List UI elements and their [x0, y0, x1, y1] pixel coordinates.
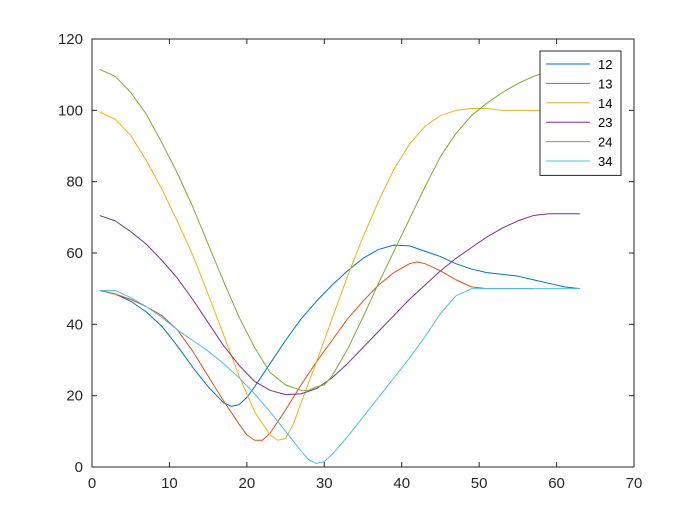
- y-tick-label: 100: [58, 102, 83, 119]
- series-line-23: [99, 213, 580, 396]
- x-tick-label: 60: [548, 475, 565, 492]
- series-line-13: [99, 261, 534, 441]
- x-tick-label: 40: [393, 475, 410, 492]
- series-layer: [99, 68, 580, 464]
- x-tick-label: 0: [88, 475, 96, 492]
- y-tick-label: 40: [66, 316, 83, 333]
- x-tick-label: 70: [626, 475, 643, 492]
- y-tick-label: 0: [75, 459, 83, 476]
- legend-label-14: 14: [598, 96, 612, 111]
- legend-label-24: 24: [598, 135, 612, 150]
- tick-layer: 0 10 20 30 40 50 60 70 0 20 40 60 80 100 120: [58, 31, 642, 492]
- legend-label-13: 13: [598, 76, 612, 91]
- y-tick-label: 80: [66, 174, 83, 191]
- x-tick-label: 20: [239, 475, 256, 492]
- x-tick-label: 50: [471, 475, 488, 492]
- legend-label-23: 23: [598, 115, 612, 130]
- legend-label-12: 12: [598, 57, 612, 72]
- y-tick-label: 120: [58, 31, 83, 48]
- series-line-34: [99, 288, 580, 464]
- legend-box: [539, 50, 622, 176]
- legend-label-34: 34: [598, 154, 612, 169]
- y-tick-label: 60: [66, 245, 83, 262]
- x-tick-label: 10: [161, 475, 178, 492]
- legend: 12 13 14 23 24 34: [539, 50, 622, 176]
- series-line-12: [99, 244, 580, 407]
- series-line-24: [99, 68, 573, 391]
- y-tick-label: 20: [66, 388, 83, 405]
- x-tick-label: 30: [316, 475, 333, 492]
- series-line-14: [99, 108, 580, 441]
